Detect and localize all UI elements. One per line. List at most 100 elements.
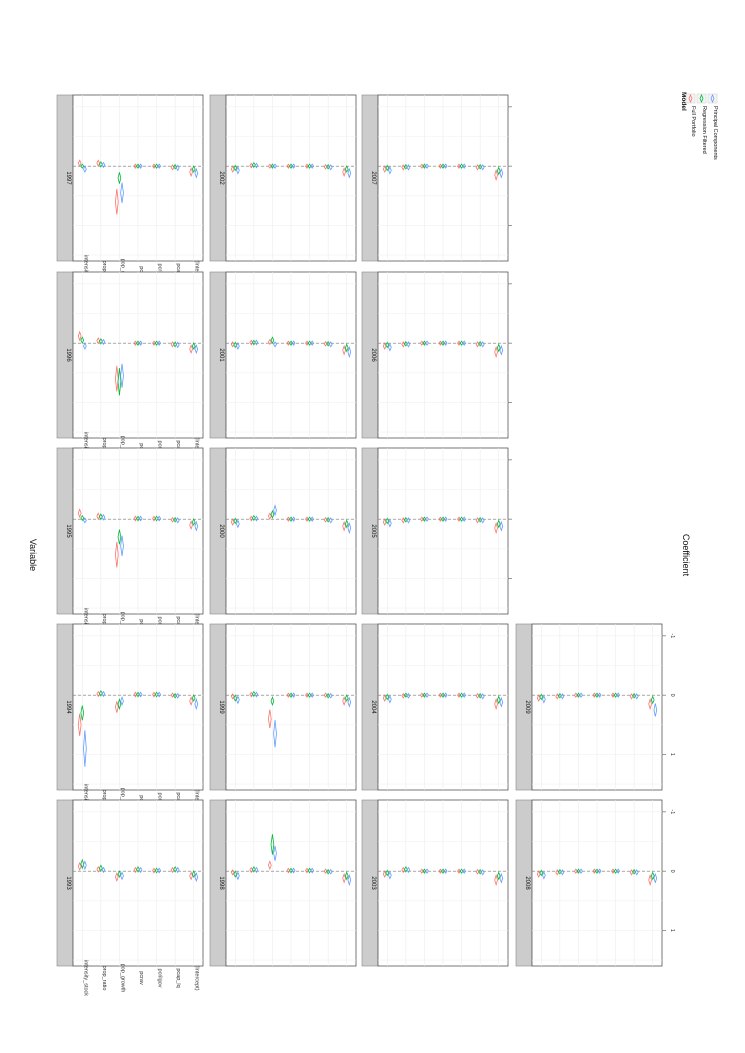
estimate-mark: [438, 340, 443, 346]
estimate-mark: [194, 697, 199, 711]
estimate-mark: [83, 860, 87, 871]
estimate-mark: [328, 692, 333, 699]
facet-panel-2000: 2000: [209, 447, 357, 615]
estimate-mark: [157, 340, 162, 346]
estimate-mark: [462, 868, 467, 874]
estimate-mark: [344, 694, 349, 702]
estimate-mark: [233, 164, 238, 172]
facet-strip-label: 2000: [218, 524, 224, 538]
facet-strip-label: 1996: [65, 348, 71, 362]
estimate-mark: [422, 163, 427, 169]
estimate-mark: [307, 340, 312, 346]
estimate-mark: [347, 696, 352, 708]
estimate-mark: [342, 520, 346, 532]
estimate-mark: [480, 693, 485, 700]
facet-strip-label: 2001: [218, 348, 224, 362]
estimate-mark: [236, 166, 240, 175]
estimate-mark: [305, 340, 309, 346]
estimate-mark: [403, 692, 408, 698]
estimate-mark: [326, 692, 331, 699]
estimate-mark: [77, 159, 82, 167]
variable-tick-label: pop_growth: [119, 964, 125, 993]
estimate-mark: [419, 516, 424, 522]
estimate-mark: [385, 164, 390, 172]
facet-strip-label: 2009: [524, 700, 530, 714]
estimate-mark: [459, 516, 464, 522]
estimate-mark: [632, 868, 637, 875]
estimate-mark: [117, 697, 122, 711]
legend-label: Principal Components: [712, 106, 718, 160]
facet-panel-2007: 2007: [361, 94, 509, 262]
estimate-mark: [270, 336, 275, 344]
estimate-mark: [557, 868, 562, 875]
estimate-mark: [254, 162, 259, 169]
x-tick-label: 1: [669, 753, 675, 756]
estimate-mark: [152, 340, 156, 346]
estimate-mark: [438, 692, 443, 698]
estimate-mark: [478, 163, 483, 170]
facet-strip-label: 1994: [65, 700, 71, 714]
estimate-mark: [136, 163, 140, 169]
legend-swatch: [688, 93, 693, 104]
estimate-mark: [77, 713, 82, 736]
estimate-mark: [236, 695, 240, 705]
estimate-mark: [494, 521, 498, 535]
estimate-mark: [305, 867, 309, 874]
estimate-mark: [120, 535, 124, 556]
estimate-mark: [385, 869, 390, 877]
estimate-mark: [307, 516, 312, 522]
facet-panel-1998: 1998: [209, 799, 357, 967]
estimate-mark: [650, 871, 655, 881]
estimate-mark: [326, 340, 331, 347]
estimate-mark: [323, 163, 328, 170]
estimate-mark: [138, 340, 143, 346]
estimate-mark: [189, 696, 193, 707]
estimate-mark: [286, 867, 291, 874]
estimate-mark: [406, 341, 411, 348]
estimate-mark: [310, 692, 315, 698]
estimate-mark: [138, 866, 143, 874]
estimate-mark: [267, 338, 272, 346]
estimate-mark: [457, 163, 461, 169]
estimate-mark: [406, 517, 411, 524]
estimate-mark: [459, 868, 464, 874]
estimate-mark: [457, 340, 461, 346]
facet-strip-label: 2002: [218, 171, 224, 185]
estimate-mark: [101, 690, 106, 698]
estimate-mark: [77, 508, 82, 519]
estimate-mark: [99, 160, 103, 168]
estimate-mark: [542, 871, 546, 880]
estimate-mark: [120, 182, 124, 203]
estimate-mark: [648, 697, 652, 711]
estimate-mark: [267, 512, 272, 520]
estimate-mark: [494, 697, 498, 711]
estimate-mark: [154, 340, 159, 346]
x-tick-label: 0: [669, 870, 675, 873]
estimate-mark: [152, 163, 156, 169]
estimate-mark: [286, 163, 291, 169]
estimate-mark: [194, 872, 199, 883]
estimate-mark: [443, 868, 448, 874]
facet-panel-2006: 2006: [361, 271, 509, 439]
estimate-mark: [230, 341, 235, 348]
estimate-mark: [326, 163, 331, 170]
estimate-mark: [443, 340, 448, 346]
estimate-mark: [251, 514, 256, 522]
estimate-mark: [441, 163, 445, 169]
estimate-mark: [77, 330, 82, 342]
estimate-mark: [425, 516, 429, 522]
estimate-mark: [388, 871, 392, 880]
estimate-mark: [328, 341, 333, 348]
estimate-mark: [441, 516, 445, 522]
estimate-mark: [236, 871, 240, 881]
estimate-mark: [236, 342, 240, 350]
estimate-mark: [175, 341, 180, 349]
facet-panel-2005: 2005: [361, 447, 509, 615]
estimate-mark: [270, 834, 275, 855]
estimate-mark: [305, 163, 309, 169]
estimate-mark: [233, 694, 238, 702]
facet-panel-1996: 1996intensity_stockprop_ratiopop_growthp…: [56, 271, 204, 468]
estimate-mark: [194, 520, 199, 532]
facet-strip-label: 2004: [370, 700, 376, 714]
estimate-mark: [323, 692, 328, 698]
